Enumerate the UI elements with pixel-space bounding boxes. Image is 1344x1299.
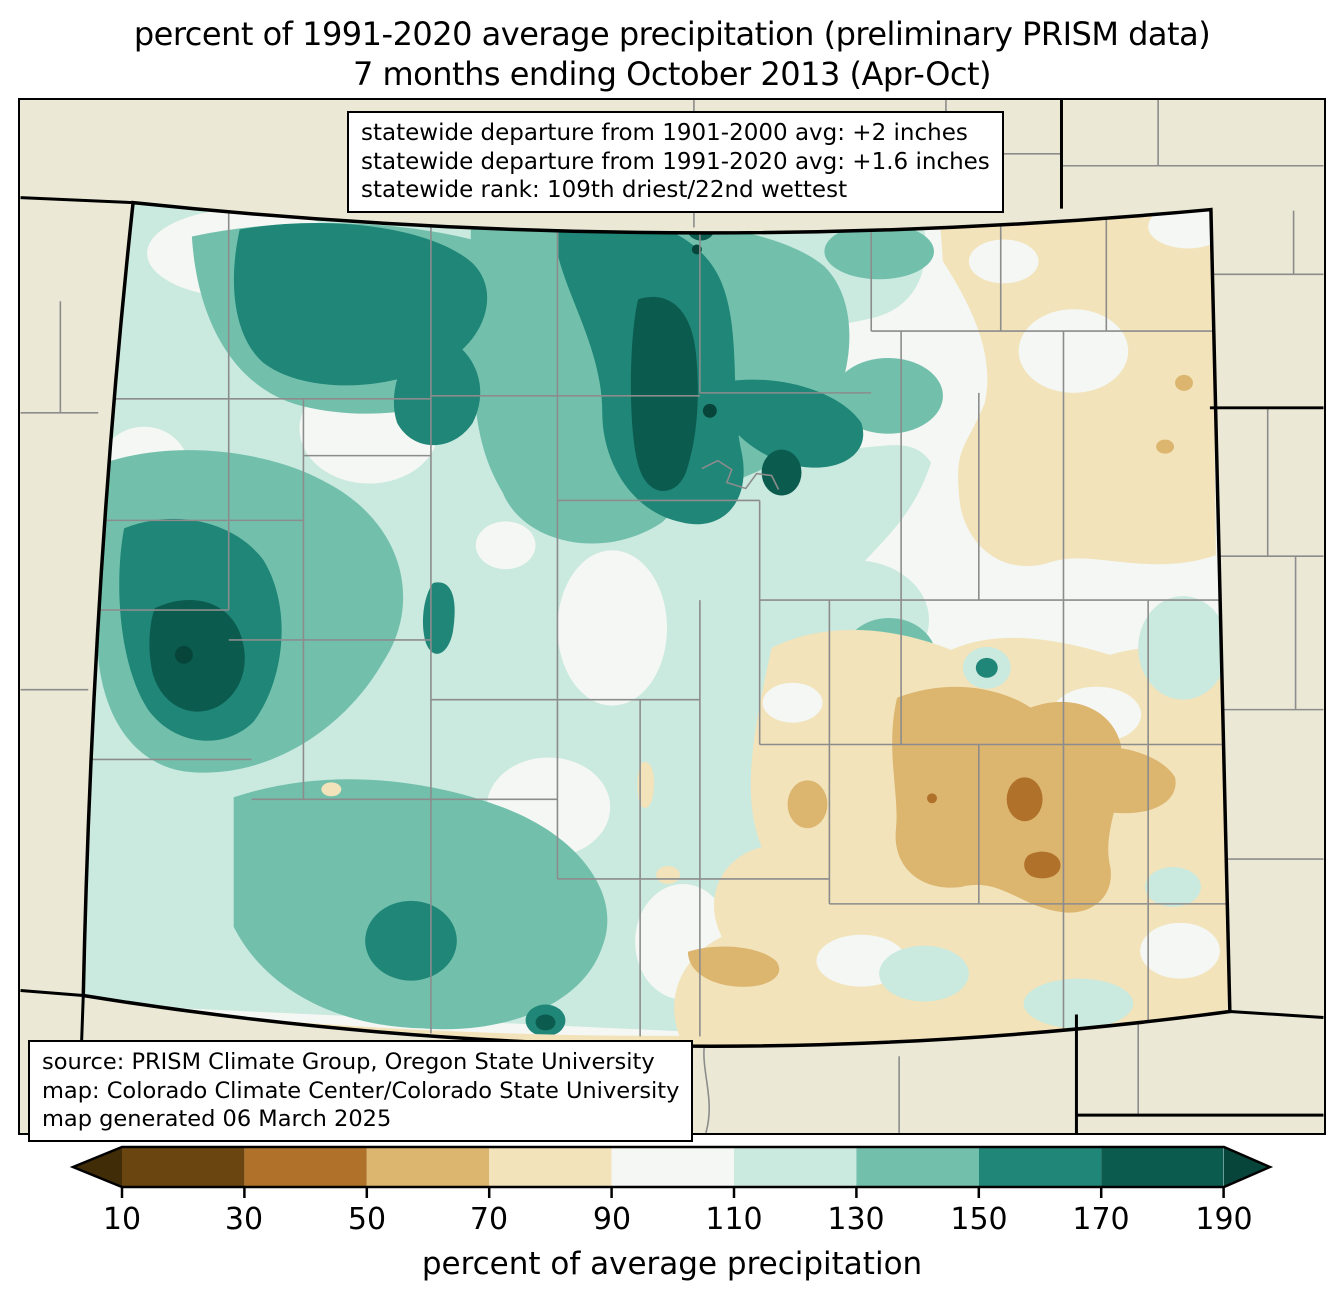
stats-line-departure-1901: statewide departure from 1901-2000 avg: … — [361, 120, 968, 146]
figure-title: percent of 1991-2020 average precipitati… — [0, 14, 1344, 94]
tick-label-130: 130 — [827, 1202, 884, 1237]
stats-line-departure-1991: statewide departure from 1991-2020 avg: … — [361, 148, 990, 175]
source-box: source: PRISM Climate Group, Oregon Stat… — [28, 1040, 694, 1142]
tick-label-170: 170 — [1072, 1202, 1129, 1237]
source-line-source: source: PRISM Climate Group, Oregon Stat… — [42, 1049, 655, 1075]
colorbar: 10 30 50 70 90 110 130 150 170 190 perce… — [69, 1145, 1274, 1282]
source-line-generated: map generated 06 March 2025 — [42, 1106, 392, 1132]
colorado-border — [81, 200, 1232, 1048]
tick-label-70: 70 — [470, 1202, 508, 1237]
tick-label-30: 30 — [225, 1202, 263, 1237]
tick-label-10: 10 — [103, 1202, 141, 1237]
tick-label-90: 90 — [593, 1202, 631, 1237]
colorbar-tick-labels: 10 30 50 70 90 110 130 150 170 190 — [103, 1202, 1253, 1237]
figure-title-line2: 7 months ending October 2013 (Apr-Oct) — [352, 55, 992, 93]
map-plot-area — [18, 98, 1326, 1135]
colorbar-axis-title: percent of average precipitation — [422, 1246, 922, 1282]
stats-line-rank: statewide rank: 109th driest/22nd wettes… — [361, 177, 848, 203]
colorbar-ticks — [120, 1187, 1225, 1198]
tick-label-50: 50 — [348, 1202, 386, 1237]
figure-title-line1: percent of 1991-2020 average precipitati… — [133, 15, 1211, 53]
stats-box: statewide departure from 1901-2000 avg: … — [347, 111, 1004, 213]
colorado-precipitation-map — [20, 100, 1324, 1133]
county-lines — [87, 210, 1230, 1037]
tick-label-150: 150 — [950, 1202, 1007, 1237]
colorbar-segments — [73, 1147, 1270, 1187]
source-line-map: map: Colorado Climate Center/Colorado St… — [42, 1077, 680, 1104]
tick-label-190: 190 — [1195, 1202, 1252, 1237]
tick-label-110: 110 — [705, 1202, 762, 1237]
precip-contours — [83, 202, 1230, 1047]
